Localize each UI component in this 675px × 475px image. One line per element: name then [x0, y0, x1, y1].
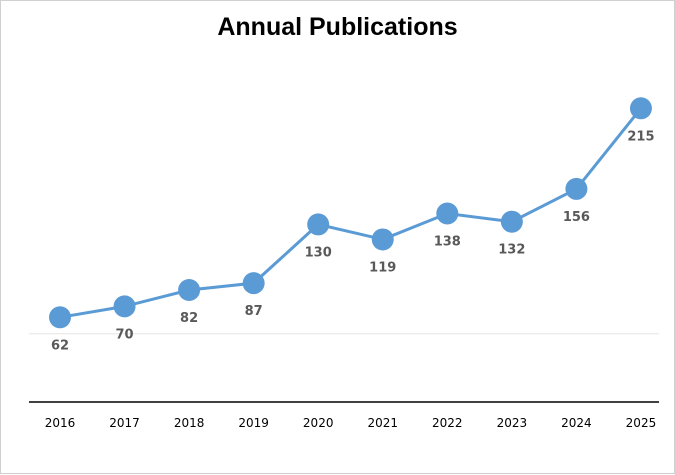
- x-tick-label: 2023: [497, 416, 528, 430]
- data-label: 130: [305, 245, 332, 260]
- data-label: 132: [498, 243, 525, 258]
- x-tick-label: 2025: [626, 416, 657, 430]
- data-point: [629, 97, 652, 120]
- data-point: [242, 272, 265, 295]
- data-point: [307, 213, 330, 236]
- series-line: [59, 107, 643, 319]
- data-point: [113, 295, 136, 318]
- data-label: 70: [116, 327, 134, 342]
- data-label: 156: [563, 210, 590, 225]
- data-point: [371, 228, 394, 251]
- data-point: [178, 278, 201, 301]
- data-point: [436, 202, 459, 225]
- x-tick-label: 2019: [238, 416, 269, 430]
- data-point: [49, 306, 71, 329]
- data-label: 82: [180, 311, 198, 326]
- data-label: 215: [627, 129, 654, 144]
- x-tick-label: 2021: [367, 416, 398, 430]
- x-tick-label: 2017: [109, 416, 140, 430]
- x-tick-label: 2018: [174, 416, 205, 430]
- data-point: [500, 210, 523, 233]
- x-tick-label: 2020: [303, 416, 334, 430]
- data-label: 62: [51, 338, 69, 353]
- chart-title: Annual Publications: [217, 13, 458, 41]
- data-label: 87: [245, 304, 263, 319]
- data-point: [565, 177, 588, 200]
- data-label: 138: [434, 234, 461, 249]
- x-tick-label: 2024: [561, 416, 592, 430]
- x-tick-label: 2022: [432, 416, 463, 430]
- x-tick-label: 2016: [45, 416, 76, 430]
- data-label: 119: [369, 260, 396, 275]
